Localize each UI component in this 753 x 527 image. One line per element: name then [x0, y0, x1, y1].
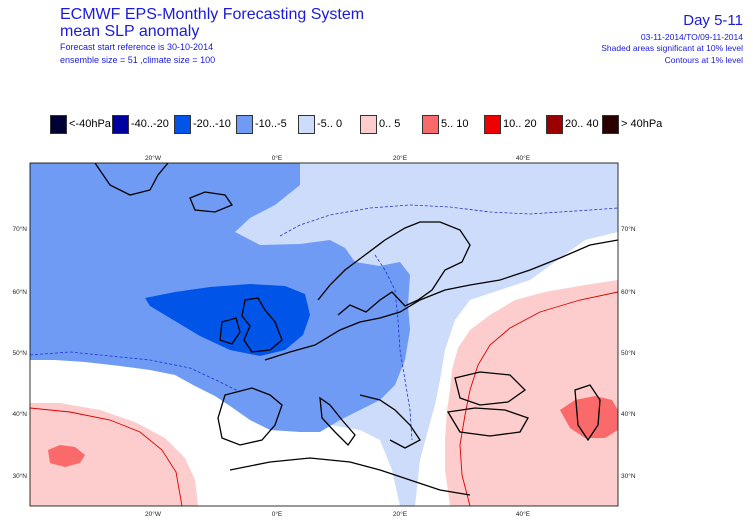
legend-label: -20..-10: [193, 118, 231, 130]
continent-coast: [264, 239, 618, 361]
lon-label-top: 20°E: [393, 154, 408, 162]
map-frame: [29, 162, 619, 507]
north-africa-coast: [229, 457, 471, 496]
color-legend: <-40hPa -40..-20 -20..-10 -10..-5 -5.. 0…: [50, 115, 690, 135]
contour-significance-note: Contours at 1% level: [664, 55, 743, 65]
legend-swatch: [174, 115, 191, 134]
lon-label-bottom: 0°E: [272, 510, 283, 518]
lat-label-right: 70°N: [621, 225, 636, 233]
turkey-coast: [446, 407, 529, 437]
forecast-subtitle: mean SLP anomaly: [60, 23, 200, 40]
legend-label: 0.. 5: [379, 118, 401, 130]
lat-label-left: 60°N: [12, 288, 27, 296]
legend-swatch: [602, 115, 619, 134]
contour-red-east: [459, 291, 618, 506]
lat-label-right: 40°N: [621, 410, 636, 418]
legend-swatch: [298, 115, 315, 134]
lat-label-left: 50°N: [12, 349, 27, 357]
balkans-coast: [359, 394, 421, 449]
forecast-title: ECMWF EPS-Monthly Forecasting System: [60, 6, 365, 23]
legend-swatch: [422, 115, 439, 134]
shaded-significance-note: Shaded areas significant at 10% level: [601, 43, 743, 53]
italy-coast: [319, 396, 356, 447]
lon-label-top: 0°E: [272, 154, 283, 162]
contour-blue-north: [279, 204, 618, 237]
lat-label-right: 50°N: [621, 349, 636, 357]
legend-label: -40..-20: [131, 118, 169, 130]
legend-swatch: [236, 115, 253, 134]
legend-label: 20.. 40: [565, 118, 599, 130]
contour-red-west: [30, 407, 183, 506]
day-range-label: Day 5-11: [683, 12, 743, 29]
legend-swatch: [484, 115, 501, 134]
ensemble-size-text: ensemble size = 51 ,climate size = 100: [60, 55, 216, 65]
forecast-start-text: Forecast start reference is 30-10-2014: [60, 42, 214, 52]
slp-anomaly-map: 20°W 0°E 20°E 40°E 20°W 0°E 20°E 40°E 70…: [12, 154, 636, 518]
anomaly-area-0-5-west: [30, 403, 198, 506]
legend-label: 5.. 10: [441, 118, 469, 130]
legend-label: -5.. 0: [317, 118, 343, 130]
british-isles-coast: [241, 297, 283, 353]
date-range-text: 03-11-2014/TO/09-11-2014: [640, 32, 743, 42]
legend-swatch: [112, 115, 129, 134]
legend-swatch: [50, 115, 67, 134]
lon-label-bottom: 20°W: [145, 510, 162, 518]
legend-label: > 40hPa: [621, 118, 663, 130]
anomaly-area-5-10: [48, 445, 85, 467]
coastlines: [94, 163, 618, 496]
anomaly-area-5-10-east: [560, 396, 618, 438]
iceland-coast: [189, 191, 233, 213]
scandinavia-coast: [317, 221, 471, 316]
legend-label: 10.. 20: [503, 118, 537, 130]
lat-label-right: 30°N: [621, 472, 636, 480]
lat-label-left: 70°N: [12, 225, 27, 233]
caspian-coast: [574, 384, 601, 442]
legend-label: -10..-5: [255, 118, 287, 130]
greenland-coast: [94, 163, 169, 196]
iberia-coast: [217, 387, 283, 446]
contour-blue-west: [30, 351, 241, 393]
lat-label-right: 60°N: [621, 288, 636, 296]
legend-swatch: [360, 115, 377, 134]
lon-label-top: 40°E: [516, 154, 531, 162]
anomaly-area-0-5: [445, 280, 618, 506]
black-sea-coast: [454, 371, 527, 406]
legend-swatch: [546, 115, 563, 134]
contour-blue-central: [374, 254, 413, 441]
legend-label: <-40hPa: [69, 118, 111, 130]
lat-label-left: 30°N: [12, 472, 27, 480]
lat-label-left: 40°N: [12, 410, 27, 418]
ireland-coast: [219, 317, 241, 345]
lon-label-top: 20°W: [145, 154, 162, 162]
lon-label-bottom: 20°E: [393, 510, 408, 518]
lon-label-bottom: 40°E: [516, 510, 531, 518]
